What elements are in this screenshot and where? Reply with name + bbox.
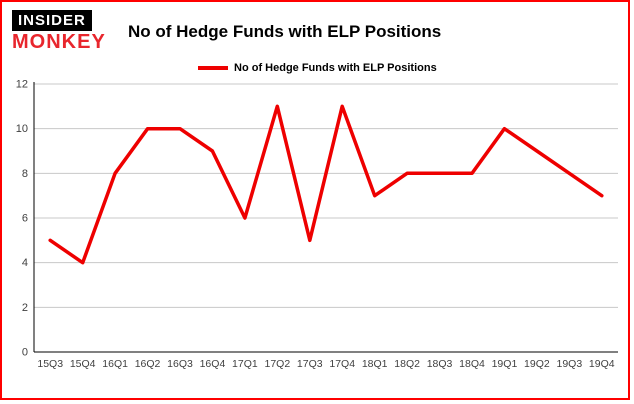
logo-insider-text: INSIDER xyxy=(12,10,92,31)
x-tick-label: 17Q4 xyxy=(329,358,355,370)
chart-title: No of Hedge Funds with ELP Positions xyxy=(128,22,442,41)
data-line-series xyxy=(48,104,604,265)
y-tick-label: 12 xyxy=(16,79,28,91)
x-tick-label: 16Q3 xyxy=(167,358,193,370)
insider-monkey-logo: INSIDER MONKEY xyxy=(12,10,106,53)
x-tick-label: 18Q2 xyxy=(394,358,420,370)
y-tick-label: 4 xyxy=(22,257,28,269)
x-tick-label: 17Q3 xyxy=(297,358,323,370)
y-tick-label: 10 xyxy=(16,123,28,135)
x-tick-label: 17Q1 xyxy=(232,358,258,370)
x-tick-label: 19Q2 xyxy=(524,358,550,370)
chart-legend: No of Hedge Funds with ELP Positions xyxy=(198,62,628,74)
x-tick-label: 18Q3 xyxy=(427,358,453,370)
x-tick-label: 16Q4 xyxy=(200,358,226,370)
y-tick-label: 2 xyxy=(22,302,28,314)
x-tick-label: 19Q1 xyxy=(492,358,518,370)
x-tick-label: 17Q2 xyxy=(264,358,290,370)
chart-plot-wrapper: 0 2 4 6 8 10 12 15Q3 15Q4 16Q1 16Q2 16Q3 16Q4 17Q1 17Q… xyxy=(2,74,628,383)
x-tick-label: 18Q1 xyxy=(362,358,388,370)
y-tick-label: 0 xyxy=(22,347,28,359)
logo-monkey-text: MONKEY xyxy=(12,31,106,53)
y-tick-label: 8 xyxy=(22,168,28,180)
x-tick-label: 15Q3 xyxy=(37,358,63,370)
x-tick-label: 18Q4 xyxy=(459,358,485,370)
y-tick-label: 6 xyxy=(22,213,28,225)
line-chart: 0 2 4 6 8 10 12 15Q3 15Q4 16Q1 16Q2 16Q3 16Q4 17Q1 17Q… xyxy=(16,79,618,370)
x-tick-label: 15Q4 xyxy=(70,358,96,370)
x-tick-label: 16Q1 xyxy=(102,358,128,370)
legend-label: No of Hedge Funds with ELP Positions xyxy=(234,62,437,74)
x-tick-label: 16Q2 xyxy=(135,358,161,370)
chart-header: INSIDER MONKEY No of Hedge Funds with EL… xyxy=(2,2,628,52)
x-tick-label: 19Q3 xyxy=(556,358,582,370)
x-tick-label: 19Q4 xyxy=(589,358,615,370)
legend-line-swatch xyxy=(198,66,228,70)
